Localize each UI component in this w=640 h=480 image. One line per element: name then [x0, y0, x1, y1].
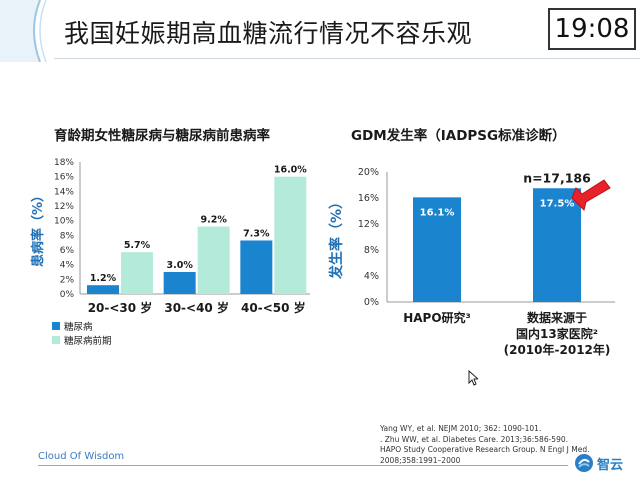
logo-mark-icon — [575, 454, 593, 472]
x-tick-label: 40-<50 岁 — [241, 300, 306, 315]
data-label: 1.2% — [90, 273, 117, 284]
mouse-cursor-icon — [468, 370, 478, 386]
y-tick-label: 0% — [364, 297, 379, 308]
page-title: 我国妊娠期高血糖流行情况不容乐观 — [64, 19, 473, 48]
title-divider — [54, 58, 640, 59]
y-tick-label: 4% — [60, 261, 75, 271]
right-chart: 0% 4% 8% 12% 16% 20% 发生率（%） 16.1% HAPO研究³ 17.5% 数据… — [328, 167, 615, 357]
x-tick-label: (2010年-2012年) — [504, 342, 611, 357]
y-axis-label: 患病率（%） — [30, 189, 46, 267]
y-tick-label: 8% — [364, 245, 379, 256]
bar — [121, 252, 153, 294]
bar — [87, 285, 119, 294]
bar — [274, 176, 307, 294]
legend-swatch — [52, 336, 60, 344]
references: Yang WY, et al. NEJM 2010; 362: 1090-101… — [380, 424, 640, 466]
footer-brand: Cloud Of Wisdom — [38, 451, 125, 462]
y-tick-label: 0% — [60, 290, 75, 300]
y-tick-label: 20% — [358, 167, 379, 178]
right-chart-title: GDM发生率（IADPSG标准诊断） — [351, 128, 566, 144]
legend-label: 糖尿病前期 — [64, 335, 112, 347]
title-bar: 我国妊娠期高血糖流行情况不容乐观 19:08 — [0, 0, 640, 62]
timer-display: 19:08 — [548, 8, 636, 50]
bar — [197, 226, 230, 294]
reference-item: HAPO Study Cooperative Research Group. N… — [380, 445, 590, 465]
data-label: 9.2% — [200, 215, 227, 226]
y-tick-label: 16% — [54, 173, 74, 183]
y-tick-label: 16% — [358, 193, 379, 204]
x-tick-label: 数据来源于 — [527, 310, 587, 325]
x-tick-label: 30-<40 岁 — [164, 300, 229, 315]
left-chart-title: 育龄期女性糖尿病与糖尿病前患病率 — [54, 128, 270, 144]
y-tick-label: 4% — [364, 271, 379, 282]
logo-text: 智云 — [597, 458, 624, 473]
data-label: 7.3% — [243, 228, 270, 239]
data-label: 16.0% — [274, 165, 307, 176]
legend-label: 糖尿病 — [64, 321, 93, 333]
footer-divider — [38, 465, 568, 466]
reference-item: Yang WY, et al. NEJM 2010; 362: 1090-101… — [380, 424, 542, 433]
x-tick-label: 国内13家医院² — [516, 326, 598, 341]
y-tick-label: 2% — [60, 275, 75, 285]
data-label: 16.1% — [420, 207, 455, 218]
bar — [413, 197, 461, 302]
y-tick-label: 10% — [54, 217, 74, 227]
x-tick-label: HAPO研究³ — [403, 310, 471, 325]
x-tick-label: 20-<30 岁 — [88, 300, 153, 315]
bar — [163, 272, 196, 294]
data-label: 5.7% — [124, 240, 151, 251]
title-decoration — [0, 0, 47, 62]
y-tick-label: 12% — [358, 219, 379, 230]
y-tick-label: 8% — [60, 231, 75, 241]
data-label: 17.5% — [540, 198, 575, 209]
reference-item: . Zhu WW, et al. Diabetes Care. 2013;36:… — [380, 434, 568, 444]
footer-logo: 智云 — [574, 452, 640, 474]
left-chart: 0% 2% 4% 6% 8% 10% 12% 14% 16% 18% 患病率（%） 1.2% 5.7% 2… — [30, 158, 310, 347]
sample-size-label: n=17,186 — [523, 170, 591, 185]
highlight-arrow-icon — [571, 179, 611, 211]
legend-swatch — [52, 322, 60, 330]
y-tick-label: 12% — [54, 202, 74, 212]
data-label: 3.0% — [166, 260, 193, 271]
bar — [533, 188, 581, 302]
y-tick-label: 14% — [54, 187, 74, 197]
y-tick-label: 6% — [60, 246, 75, 256]
y-axis-label: 发生率（%） — [328, 195, 345, 280]
y-tick-label: 18% — [54, 158, 74, 168]
bar — [240, 240, 273, 294]
